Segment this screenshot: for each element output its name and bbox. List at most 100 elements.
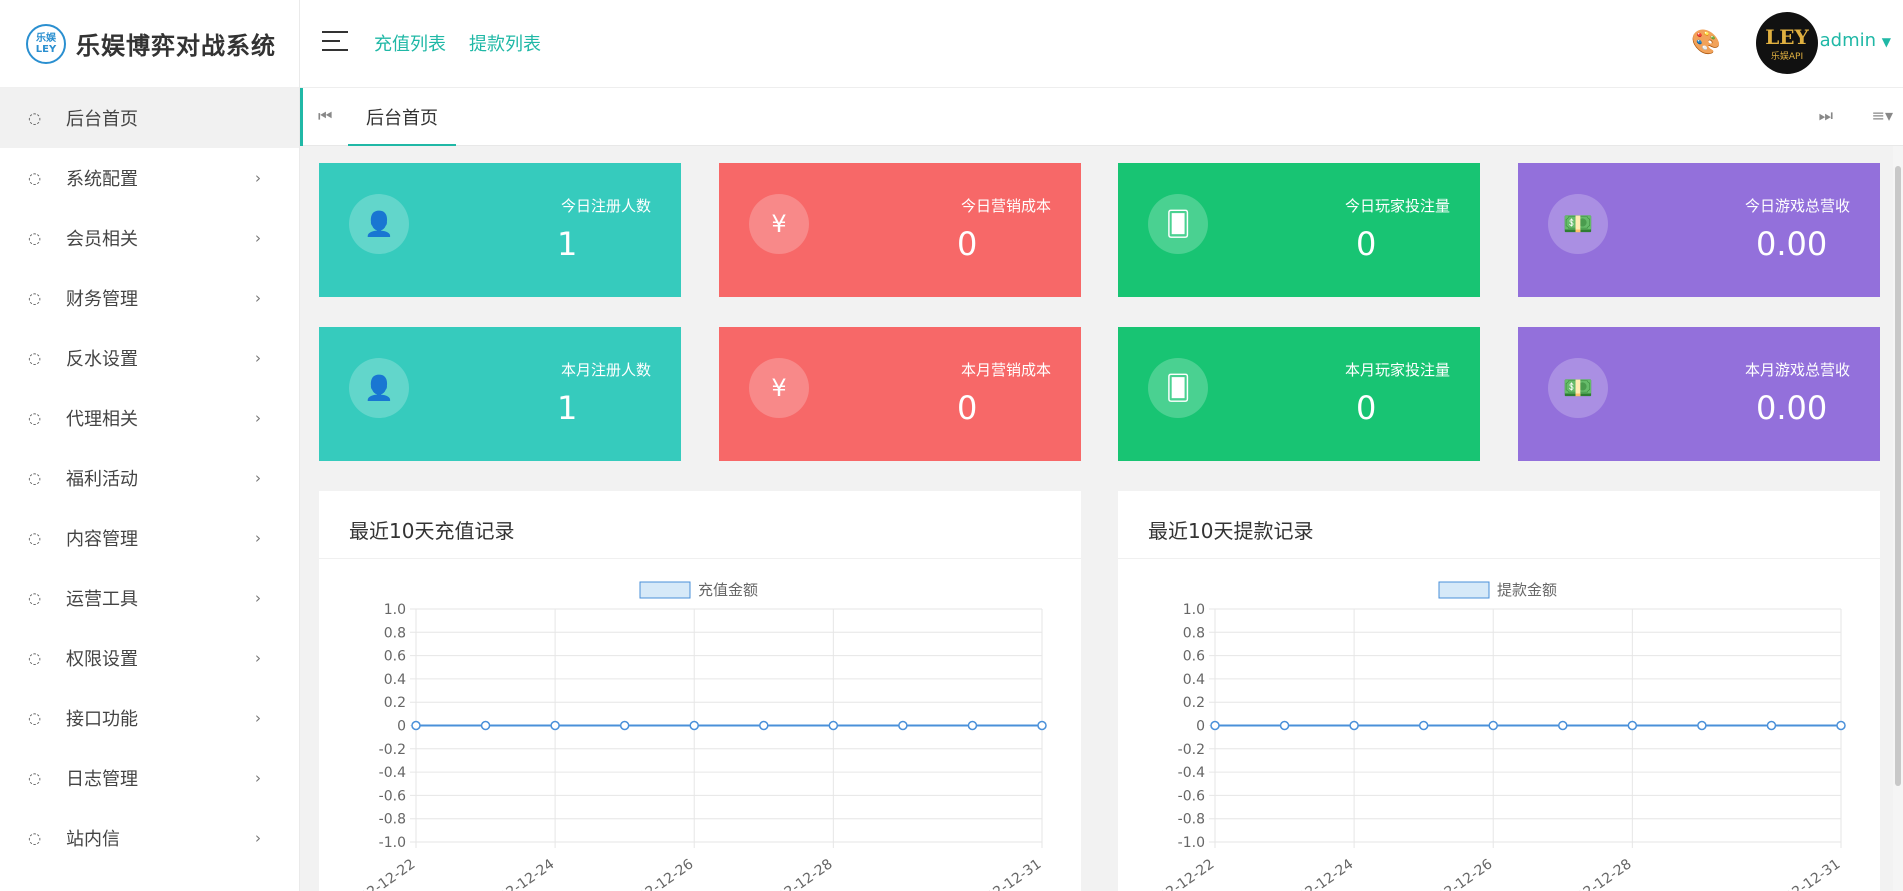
- y-tick-label: -1.0: [379, 835, 406, 851]
- loading-ring-icon: ◌: [28, 109, 42, 127]
- tab-home[interactable]: 后台首页: [348, 88, 456, 146]
- tab-scroll-right-icon[interactable]: ⏭: [1818, 106, 1833, 125]
- y-tick-label: 0.2: [1183, 695, 1205, 711]
- y-tick-label: -1.0: [1178, 835, 1205, 851]
- loading-ring-icon: ◌: [28, 169, 42, 187]
- panel-title: 最近10天充值记录: [319, 491, 1081, 559]
- logo-badge-top: 乐娱: [36, 32, 56, 44]
- y-tick-label: -0.6: [1178, 788, 1205, 804]
- stat-card-today-registrations: 👤 今日注册人数 1: [319, 163, 681, 297]
- data-point: [1349, 720, 1359, 731]
- stat-label: 今日注册人数: [560, 197, 651, 215]
- yen-icon: ¥: [749, 358, 809, 418]
- sidebar-item-members[interactable]: ◌ 会员相关 ›: [0, 208, 299, 268]
- user-menu[interactable]: admin ▼: [1820, 30, 1891, 51]
- stat-value: 0.00: [1756, 225, 1828, 263]
- y-tick-label: 1.0: [1183, 602, 1205, 618]
- logo-badge: 乐娱 LEY: [26, 23, 66, 64]
- stat-label: 今日玩家投注量: [1344, 197, 1450, 215]
- data-point: [550, 720, 560, 731]
- y-tick-label: -0.2: [379, 742, 406, 758]
- loading-ring-icon: ◌: [28, 349, 42, 367]
- sidebar-item-agents[interactable]: ◌ 代理相关 ›: [0, 388, 299, 448]
- content-scrollbar[interactable]: [1893, 146, 1903, 891]
- chevron-right-icon: ›: [255, 409, 261, 427]
- sidebar-menu: ◌ 后台首页 ◌ 系统配置 › ◌ 会员相关 › ◌ 财务管理 › ◌ 反水设置 › ◌ 代理相关 ›…: [0, 88, 299, 868]
- stat-label: 今日营销成本: [960, 197, 1051, 215]
- avatar-logo-subtext: 乐娱API: [1770, 51, 1804, 62]
- app-title: 乐娱博弈对战系统: [76, 32, 276, 60]
- sidebar-item-home[interactable]: ◌ 后台首页: [0, 88, 299, 148]
- chevron-right-icon: ›: [255, 529, 261, 547]
- money-icon: 💵: [1548, 358, 1608, 418]
- sidebar-item-messages[interactable]: ◌ 站内信 ›: [0, 808, 299, 868]
- sidebar-item-ops-tools[interactable]: ◌ 运营工具 ›: [0, 568, 299, 628]
- logo-badge-bottom: LEY: [35, 43, 57, 55]
- y-tick-label: 0.6: [1183, 649, 1205, 665]
- sidebar-item-rebate[interactable]: ◌ 反水设置 ›: [0, 328, 299, 388]
- menu-toggle-icon[interactable]: [322, 31, 348, 53]
- loading-ring-icon: ◌: [28, 409, 42, 427]
- sidebar-item-label: 福利活动: [66, 469, 138, 490]
- loading-ring-icon: ◌: [28, 469, 42, 487]
- recharge-list-link[interactable]: 充值列表: [374, 34, 446, 55]
- user-icon: 👤: [349, 358, 409, 418]
- withdraw-list-link[interactable]: 提款列表: [469, 34, 541, 55]
- sidebar-item-finance[interactable]: ◌ 财务管理 ›: [0, 268, 299, 328]
- data-point: [1627, 720, 1638, 731]
- data-point: [1836, 720, 1846, 731]
- y-tick-label: 0.8: [384, 625, 406, 641]
- y-tick-label: -0.8: [379, 812, 406, 828]
- y-tick-label: -0.8: [1178, 812, 1205, 828]
- cards-icon: 🂠: [1148, 194, 1208, 254]
- sidebar-item-welfare[interactable]: ◌ 福利活动 ›: [0, 448, 299, 508]
- chevron-right-icon: ›: [255, 169, 261, 187]
- loading-ring-icon: ◌: [28, 709, 42, 727]
- legend-label: 充值金额: [698, 581, 758, 599]
- user-icon: 👤: [349, 194, 409, 254]
- loading-ring-icon: ◌: [28, 829, 42, 847]
- withdraw-chart: 提款金额 1.0 0.8 0.6 0.4 0.2 0 -0.2 -0.4 -0.6 -0.8 -1.0…: [1141, 581, 1846, 891]
- sidebar-item-api[interactable]: ◌ 接口功能 ›: [0, 688, 299, 748]
- recharge-chart: 充值金额 1.0 0.8 0.6 0.4 0.2 0 -0.2 -0.4 -0.6 -0.8 -1.0…: [342, 581, 1047, 891]
- palette-icon[interactable]: 🎨: [1691, 28, 1721, 56]
- sidebar-item-label: 会员相关: [66, 229, 138, 250]
- panel-title: 最近10天提款记录: [1118, 491, 1880, 559]
- y-tick-label: 1.0: [384, 602, 406, 618]
- recharge-chart-panel: 最近10天充值记录 充值金额 1.0 0.8 0.6 0.4 0.2 0 -0.2 -0.4 -0…: [319, 491, 1081, 891]
- loading-ring-icon: ◌: [28, 589, 42, 607]
- chevron-right-icon: ›: [255, 469, 261, 487]
- data-point: [411, 720, 421, 731]
- sidebar: 乐娱 LEY 乐娱博弈对战系统 ◌ 后台首页 ◌ 系统配置 › ◌ 会员相关 › ◌ 财务管…: [0, 0, 300, 891]
- y-tick-label: 0: [1196, 719, 1205, 735]
- sidebar-item-permissions[interactable]: ◌ 权限设置 ›: [0, 628, 299, 688]
- tab-scroll-left-icon[interactable]: ⏮: [318, 106, 333, 125]
- stat-card-today-marketing-cost: ¥ 今日营销成本 0: [719, 163, 1081, 297]
- x-tick-label: 2022-12-26: [1420, 856, 1496, 891]
- stat-card-today-bets: 🂠 今日玩家投注量 0: [1118, 163, 1480, 297]
- loading-ring-icon: ◌: [28, 229, 42, 247]
- chevron-right-icon: ›: [255, 769, 261, 787]
- stat-value: 1: [557, 389, 578, 427]
- sidebar-item-logs[interactable]: ◌ 日志管理 ›: [0, 748, 299, 808]
- data-point: [759, 720, 769, 731]
- x-tick-label: 2022-12-24: [1281, 856, 1357, 891]
- stat-value: 0: [957, 389, 978, 427]
- data-point: [619, 720, 630, 731]
- withdraw-chart-panel: 最近10天提款记录 提款金额 1.0 0.8 0.6 0.4 0.2 0 -0.2 -0.4 -0…: [1118, 491, 1880, 891]
- x-tick-label: 2022-12-31: [968, 856, 1044, 891]
- sidebar-item-content[interactable]: ◌ 内容管理 ›: [0, 508, 299, 568]
- scrollbar-thumb[interactable]: [1895, 166, 1901, 786]
- data-point: [1766, 720, 1777, 731]
- sidebar-item-label: 财务管理: [66, 289, 138, 310]
- cards-icon: 🂠: [1148, 358, 1208, 418]
- data-point: [828, 720, 839, 731]
- avatar[interactable]: LEY 乐娱API: [1756, 12, 1818, 74]
- chevron-right-icon: ›: [255, 709, 261, 727]
- tab-options-icon[interactable]: ≡▾: [1871, 106, 1893, 125]
- caret-down-icon: ▼: [1881, 35, 1891, 49]
- logo[interactable]: 乐娱 LEY 乐娱博弈对战系统: [0, 0, 299, 88]
- stat-value: 0.00: [1756, 389, 1828, 427]
- tab-bar-accent: [300, 88, 303, 146]
- sidebar-item-system-config[interactable]: ◌ 系统配置 ›: [0, 148, 299, 208]
